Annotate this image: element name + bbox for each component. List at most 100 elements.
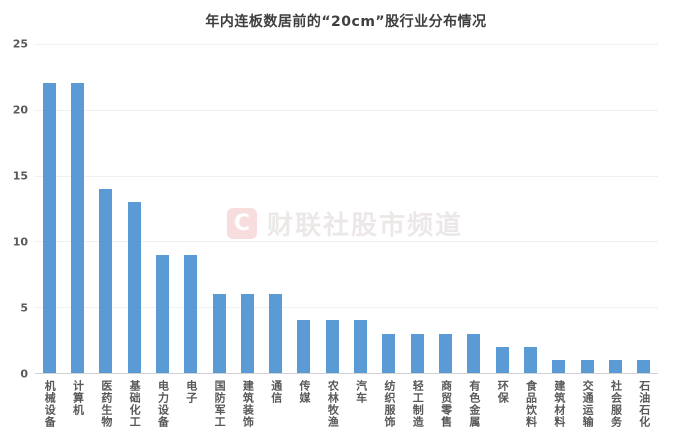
bar: [70, 83, 84, 373]
x-slot: 轻工制造: [403, 380, 431, 428]
bar-slot: [177, 44, 205, 373]
x-tick-label: 建筑材料: [552, 380, 566, 428]
bar: [269, 294, 283, 373]
bar: [410, 333, 424, 373]
bar: [212, 294, 226, 373]
x-tick-label: 农林牧渔: [326, 380, 340, 428]
bar: [552, 359, 566, 373]
gridline: [35, 241, 658, 243]
x-slot: 传媒: [290, 380, 318, 428]
bar-slot: [403, 44, 431, 373]
gridline: [35, 44, 658, 45]
y-axis: 0 5 10 15 20 25: [0, 38, 28, 381]
x-tick-label: 汽车: [354, 380, 368, 404]
bar: [325, 320, 339, 373]
y-tick-label: 25: [12, 37, 28, 51]
plot-area: [35, 44, 658, 374]
bar: [155, 254, 169, 373]
x-slot: 电子: [177, 380, 205, 428]
x-tick-label: 通信: [269, 380, 283, 404]
bar: [439, 333, 453, 373]
y-tick-label: 20: [12, 103, 28, 117]
x-tick-label: 环保: [496, 380, 510, 404]
x-slot: 纺织服饰: [375, 380, 403, 428]
x-slot: 食品饮料: [516, 380, 544, 428]
bar: [608, 359, 622, 373]
bar-slot: [573, 44, 601, 373]
x-tick-label: 建筑装饰: [241, 380, 255, 428]
x-slot: 计算机: [63, 380, 91, 428]
x-tick-label: 医药生物: [99, 380, 113, 428]
y-tick-label: 0: [20, 367, 28, 381]
bar-slot: [460, 44, 488, 373]
bar-slot: [545, 44, 573, 373]
x-tick-label: 电子: [184, 380, 198, 404]
bar-slot: [488, 44, 516, 373]
x-tick-label: 纺织服饰: [382, 380, 396, 428]
x-tick-label: 传媒: [298, 380, 312, 404]
bar: [99, 188, 113, 373]
bar: [42, 83, 56, 373]
bar-slot: [205, 44, 233, 373]
bar-slot: [375, 44, 403, 373]
bar-slot: [148, 44, 176, 373]
gridline: [35, 307, 658, 309]
x-slot: 交通运输: [573, 380, 601, 428]
bar-slot: [92, 44, 120, 373]
bar: [354, 320, 368, 373]
bar-slot: [120, 44, 148, 373]
x-tick-label: 国防军工: [213, 380, 227, 428]
bar-slot: [431, 44, 459, 373]
x-slot: 商贸零售: [431, 380, 459, 428]
bar: [495, 346, 509, 373]
x-axis: 机械设备 计算机 医药生物 基础化工 电力设备 电子 国防军工 建筑装饰 通信 传媒 农林牧渔 汽车纺…: [35, 380, 658, 428]
x-slot: 国防军工: [205, 380, 233, 428]
bar-slot: [601, 44, 629, 373]
x-tick-label: 食品饮料: [524, 380, 538, 428]
gridline: [35, 175, 658, 177]
x-tick-label: 社会服务: [609, 380, 623, 428]
x-tick-label: 交通运输: [581, 380, 595, 428]
x-tick-label: 有色金属: [467, 380, 481, 428]
x-tick-label: 石油石化: [637, 380, 651, 428]
x-slot: 基础化工: [120, 380, 148, 428]
x-tick-label: 电力设备: [156, 380, 170, 428]
y-tick-label: 15: [12, 169, 28, 183]
x-slot: 电力设备: [148, 380, 176, 428]
x-slot: 通信: [262, 380, 290, 428]
gridline: [35, 109, 658, 111]
bar-slot: [516, 44, 544, 373]
bar: [637, 359, 651, 373]
x-slot: 环保: [488, 380, 516, 428]
bar-slot: [35, 44, 63, 373]
bar-slot: [346, 44, 374, 373]
bar: [467, 333, 481, 373]
x-tick-label: 轻工制造: [411, 380, 425, 428]
bar-slot: [233, 44, 261, 373]
bar: [297, 320, 311, 373]
x-tick-label: 机械设备: [43, 380, 57, 428]
bar: [580, 359, 594, 373]
bar: [127, 201, 141, 373]
y-tick-label: 5: [20, 301, 28, 315]
y-tick-label: 10: [12, 235, 28, 249]
bar-slot: [63, 44, 91, 373]
x-tick-label: 计算机: [71, 380, 85, 416]
bar: [523, 346, 537, 373]
x-slot: 医药生物: [92, 380, 120, 428]
bars-container: [35, 44, 658, 373]
x-slot: 石油石化: [630, 380, 658, 428]
x-slot: 农林牧渔: [318, 380, 346, 428]
x-slot: 机械设备: [35, 380, 63, 428]
chart-title: 年内连板数居前的“20cm”股行业分布情况: [205, 14, 487, 30]
x-slot: 汽车: [346, 380, 374, 428]
x-slot: 社会服务: [601, 380, 629, 428]
x-slot: 建筑材料: [545, 380, 573, 428]
bar-slot: [290, 44, 318, 373]
bar-slot: [630, 44, 658, 373]
x-tick-label: 商贸零售: [439, 380, 453, 428]
bar: [382, 333, 396, 373]
bar-slot: [318, 44, 346, 373]
x-slot: 有色金属: [460, 380, 488, 428]
